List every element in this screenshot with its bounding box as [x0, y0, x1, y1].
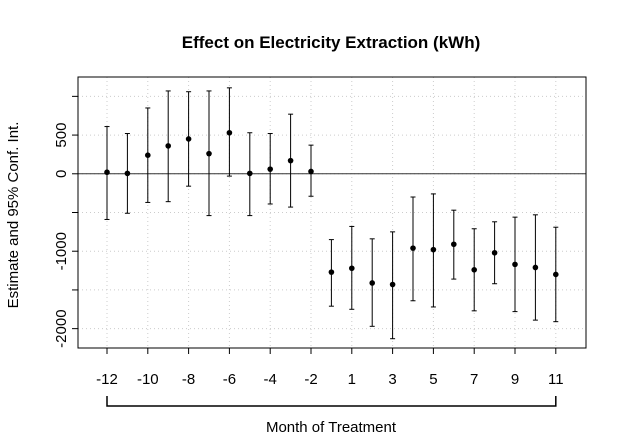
x-tick-label: 1 — [348, 371, 356, 388]
grid — [78, 77, 586, 348]
y-axis: -2000 -1000 0 500 — [53, 95, 79, 348]
estimate-point — [532, 264, 539, 271]
estimate-point — [185, 136, 192, 142]
y-tick-label: -1000 — [53, 232, 70, 270]
estimate-point — [369, 280, 376, 286]
estimate-point — [410, 245, 416, 251]
estimate-point — [512, 261, 518, 268]
estimate-point — [124, 170, 131, 177]
confidence-intervals — [104, 87, 559, 340]
y-tick-label: -2000 — [53, 309, 70, 347]
estimate-point — [287, 157, 294, 164]
estimate-point — [389, 281, 396, 288]
chart-title: Effect on Electricity Extraction (kWh) — [182, 33, 481, 52]
estimate-point — [553, 271, 559, 278]
x-axis-label: Month of Treatment — [266, 419, 397, 436]
estimate-point — [349, 265, 355, 272]
estimate-point — [247, 170, 253, 177]
y-tick-label: 500 — [53, 123, 70, 148]
estimate-point — [165, 143, 171, 149]
estimate-point — [430, 246, 437, 253]
estimate-point — [226, 129, 233, 136]
x-tick-label: -2 — [304, 371, 317, 388]
estimate-point — [491, 249, 498, 256]
estimate-point — [308, 168, 314, 175]
x-tick-label: 9 — [511, 371, 519, 388]
estimate-points — [104, 129, 559, 288]
x-axis-bracket — [106, 396, 557, 407]
x-tick-label: 3 — [388, 371, 396, 388]
x-tick-label: -8 — [182, 371, 195, 388]
estimate-point — [104, 169, 110, 176]
estimate-point — [145, 152, 151, 159]
estimate-point — [328, 269, 335, 275]
x-tick-label: -6 — [223, 371, 236, 388]
x-tick-label: 11 — [548, 371, 564, 388]
x-tick-label: -4 — [264, 371, 277, 388]
estimate-point — [451, 241, 457, 248]
x-tick-label: 5 — [429, 371, 437, 388]
estimate-point — [206, 150, 212, 157]
y-tick-label: 0 — [53, 170, 70, 178]
x-tick-label: 7 — [470, 371, 478, 388]
x-tick-label: -12 — [96, 371, 118, 388]
x-tick-label: -10 — [137, 371, 159, 388]
y-axis-label: Estimate and 95% Conf. Int. — [5, 122, 22, 309]
estimate-point — [471, 266, 478, 273]
estimate-point — [267, 166, 274, 172]
x-axis: -12 -10 -8 -6 -4 -2 1 3 5 7 9 11 — [96, 348, 564, 407]
